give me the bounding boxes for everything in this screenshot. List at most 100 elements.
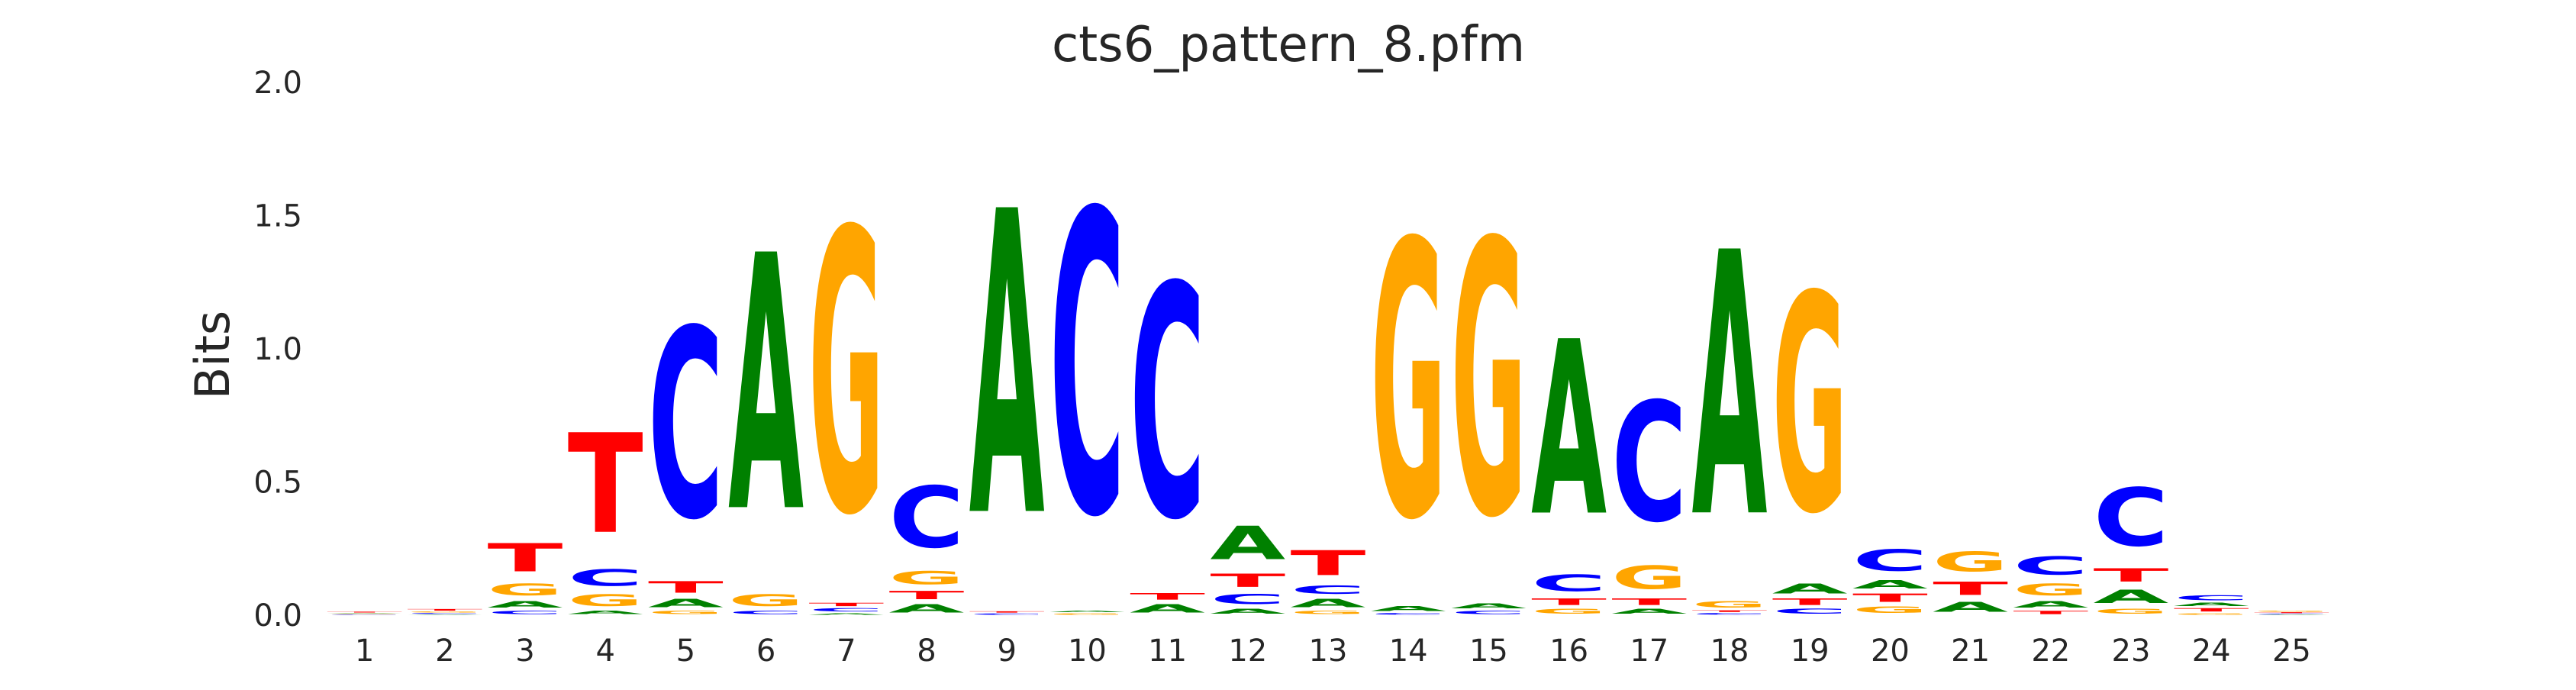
logo-letter-C: C [1371,613,1446,615]
x-tick-label: 14 [1389,634,1428,669]
logo-letter-G: G [2254,611,2329,612]
logo-column-11: ATC [1130,220,1205,615]
logo-letter-A: A [1933,599,2008,615]
logo-letter-G: G [889,567,965,588]
logo-letter-G: G [1291,610,1366,615]
logo-letter-T: T [808,602,884,608]
logo-letter-A: A [488,599,563,610]
x-tick-label: 4 [595,634,614,669]
logo-letter-T: T [1772,597,1848,608]
logo-letter-A: A [1451,602,1527,610]
logo-letter-G: G [1772,234,1848,580]
x-tick-label: 12 [1228,634,1267,669]
logo-letter-T: T [568,406,643,565]
logo-column-9: CTA [969,125,1046,615]
chart-title: cts6_pattern_8.pfm [1052,17,1525,73]
logo-letter-A: A [407,614,482,615]
logo-letter-A: A [1772,581,1848,597]
logo-letter-C: C [327,614,402,615]
logo-letter-T: T [327,611,402,613]
logo-letter-C: C [1852,543,1928,578]
x-tick-label: 13 [1309,634,1348,669]
y-tick-label: 1.0 [253,332,302,367]
logo-letter-T: T [2254,612,2329,614]
x-tick-label: 24 [2192,634,2231,669]
y-tick-label: 2.0 [253,66,302,101]
logo-letter-C: C [1772,608,1848,615]
logo-letter-A: A [1371,605,1446,612]
logo-letter-C: C [808,608,884,613]
logo-letter-C: C [1130,220,1205,591]
logo-letter-G: G [2013,581,2088,599]
logo-column-10: GAC [1049,127,1125,615]
logo-letter-A: A [889,602,965,615]
x-tick-label: 1 [355,634,374,669]
logo-column-15: CAG [1451,163,1527,615]
logo-letter-A: A [1049,610,1125,612]
logo-letter-C: C [2094,472,2169,564]
logo-letter-G: G [2174,613,2249,615]
logo-letter-C: C [1291,583,1366,596]
logo-letter-T: T [488,535,563,580]
x-tick-label: 2 [435,634,454,669]
logo-letter-T: T [1291,543,1366,583]
logo-letter-C: C [2174,594,2249,601]
logo-letter-C: C [1692,613,1768,615]
logo-letter-T: T [2094,565,2169,586]
logo-letter-T: T [2174,608,2249,613]
logo-letter-G: G [1933,547,2008,578]
y-tick-label: 0.0 [253,598,302,634]
logo-letter-G: G [1531,608,1607,615]
y-tick-label: 1.5 [253,199,302,234]
logo-letter-A: A [808,613,884,615]
x-tick-label: 8 [917,634,936,669]
logo-letter-C: C [1451,610,1527,615]
logo-letter-T: T [1933,579,2008,600]
logo-letter-G: G [1049,613,1125,615]
logo-letter-G: G [1371,163,1446,603]
logo-letter-G: G [728,592,804,610]
logo-letter-T: T [1531,597,1607,608]
logo-letter-G: G [1692,599,1768,610]
x-tick-label: 22 [2031,634,2070,669]
logo-letter-A: A [2254,614,2329,615]
x-axis-ticks: 1 2 3 4 5 6 7 8 9 10 11 12 13 14 15 16 17 18 19 20 21 22 23 24 2… [355,634,2311,669]
x-tick-label: 7 [837,634,856,669]
x-tick-label: 23 [2112,634,2151,669]
logo-letter-T: T [1210,570,1285,592]
logo-letter-A: A [1210,517,1285,570]
logo-letter-G: G [1852,605,1928,615]
logo-letter-G: G [2094,608,2169,615]
logo-letter-C: C [1531,570,1607,597]
logo-letter-A: A [728,182,804,590]
x-tick-label: 20 [1871,634,1910,669]
x-tick-label: 15 [1469,634,1508,669]
logo-letter-A: A [1611,608,1687,615]
logo-letter-A: A [1291,597,1366,610]
x-tick-label: 3 [515,634,534,669]
logo-letter-T: T [1611,597,1687,608]
logo-letter-T: T [648,578,724,596]
logo-letter-A: A [1210,608,1285,615]
logo-letter-A: A [1692,177,1768,598]
logo-letter-C: C [889,469,965,567]
x-tick-label: 16 [1549,634,1588,669]
logo-column-21: ATG [1933,547,2008,616]
logo-letter-C: C [648,275,724,577]
